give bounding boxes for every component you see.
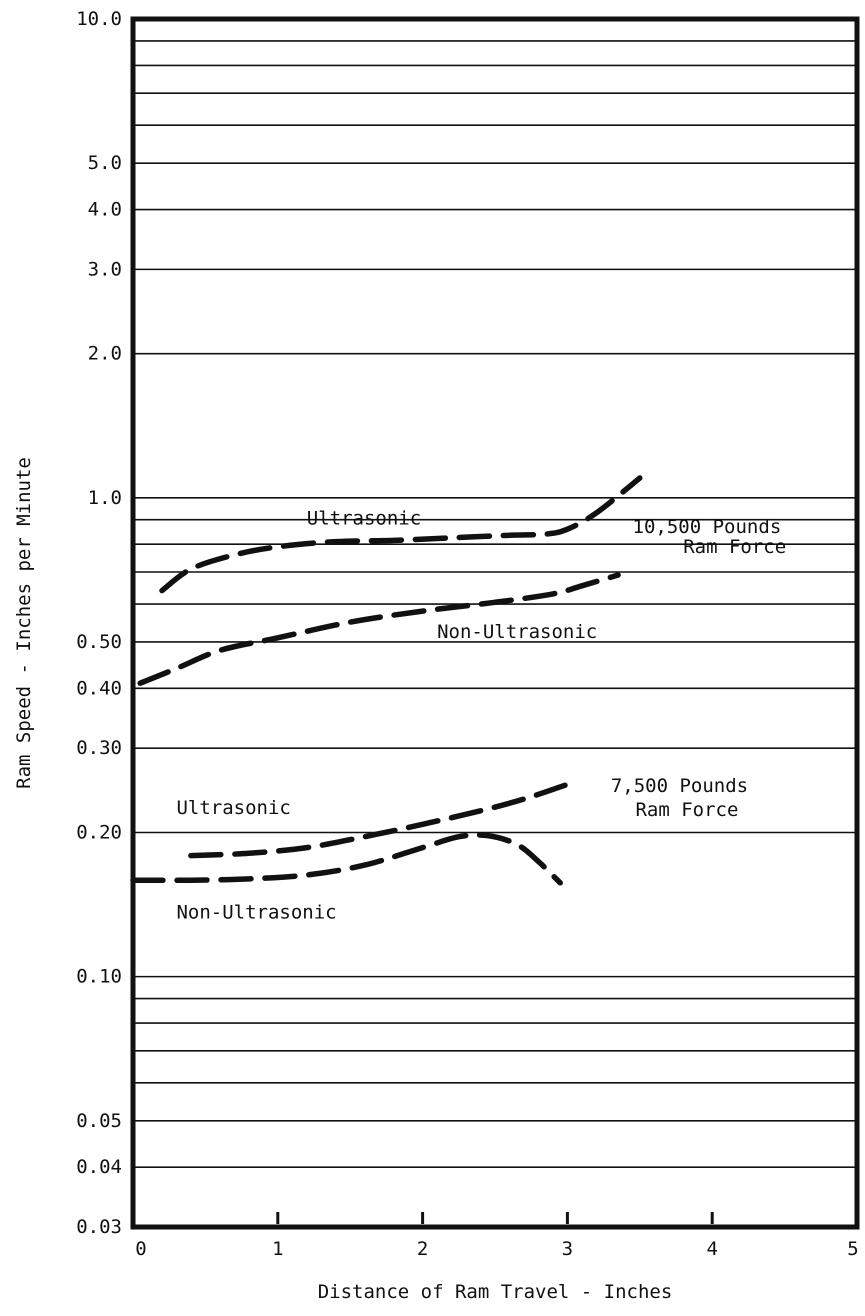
- plot-frame: [130, 16, 860, 1230]
- y-tick-label: 5.0: [88, 152, 122, 174]
- y-tick-label: 0.50: [76, 631, 122, 653]
- y-tick-label: 0.40: [76, 677, 122, 699]
- annotation-label: Non-Ultrasonic: [176, 902, 336, 924]
- series-line-1: [159, 475, 643, 594]
- y-tick-label: 0.04: [76, 1156, 122, 1178]
- y-axis-title: Ram Speed - Inches per Minute: [13, 457, 35, 789]
- x-tick-label: 3: [562, 1238, 573, 1260]
- annotation-label: Ultrasonic: [307, 508, 421, 530]
- y-tick-label: 4.0: [88, 199, 122, 221]
- series-line-3: [188, 781, 571, 859]
- y-tick-label: 0.05: [76, 1110, 122, 1132]
- x-tick-label: 1: [272, 1238, 283, 1260]
- series-line-4: [130, 832, 563, 886]
- x-tick-label: 2: [417, 1238, 428, 1260]
- series-line-2: [137, 572, 621, 686]
- annotation-label: Non-Ultrasonic: [437, 621, 597, 643]
- annotation-label: Ram Force: [635, 799, 738, 821]
- y-axis-ticks: 10.0 5.0 4.0 3.0 2.0 1.0 0.50 0.40 0.30 0.20 0.10 0…: [76, 8, 122, 1238]
- y-tick-label: 1.0: [88, 487, 122, 509]
- y-tick-label: 0.20: [76, 821, 122, 843]
- x-tick-label: 5: [847, 1238, 858, 1260]
- annotation-label: Ram Force: [683, 536, 786, 558]
- annotation-label: Ultrasonic: [176, 797, 290, 819]
- y-tick-label: 0.10: [76, 966, 122, 988]
- x-axis-title: Distance of Ram Travel - Inches: [318, 1281, 673, 1303]
- x-tick-label: 0: [135, 1238, 146, 1260]
- series-group: [130, 475, 643, 886]
- x-tick-label: 4: [706, 1238, 717, 1260]
- y-tick-label: 3.0: [88, 258, 122, 280]
- y-tick-label: 2.0: [88, 343, 122, 365]
- y-tick-label: 10.0: [76, 8, 122, 30]
- y-tick-label: 0.03: [76, 1216, 122, 1238]
- y-tick-label: 0.30: [76, 737, 122, 759]
- x-axis-ticks: 0 1 2 3 4 5: [135, 1212, 859, 1260]
- annotation-label: 7,500 Pounds: [611, 775, 748, 797]
- annotation-label: 10,500 Pounds: [633, 516, 782, 538]
